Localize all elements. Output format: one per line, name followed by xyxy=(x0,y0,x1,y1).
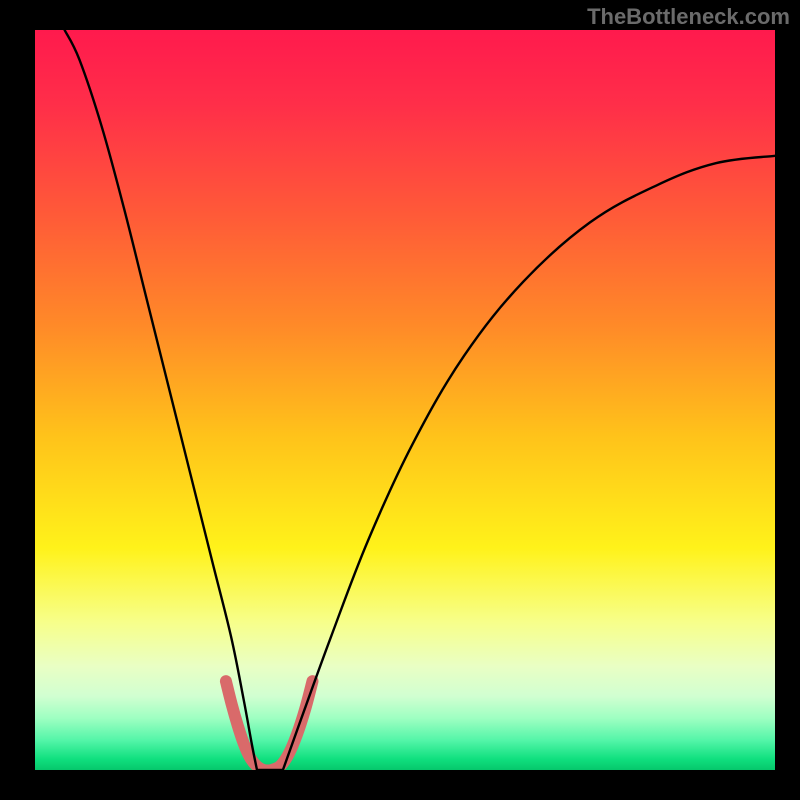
chart-frame: TheBottleneck.com xyxy=(0,0,800,800)
bottleneck-chart xyxy=(0,0,800,800)
plot-area xyxy=(35,30,775,770)
watermark-label: TheBottleneck.com xyxy=(587,4,790,30)
